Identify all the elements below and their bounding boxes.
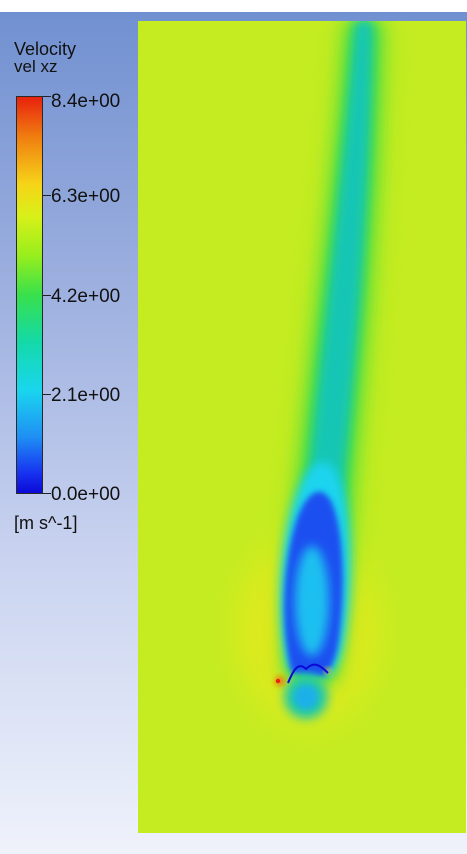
velocity-contour-plot[interactable] bbox=[138, 21, 466, 833]
legend-subtitle: vel xz bbox=[14, 57, 58, 76]
colorbar-label-3: 4.2e+00 bbox=[51, 286, 121, 307]
recirculation-core bbox=[295, 546, 329, 656]
max-velocity-spot bbox=[275, 678, 281, 684]
colorbar-tick bbox=[43, 394, 51, 395]
contour-svg bbox=[138, 21, 466, 833]
colorbar-label-max: 8.4e+00 bbox=[51, 91, 121, 112]
top-border bbox=[0, 0, 467, 12]
colorbar-tick bbox=[43, 295, 51, 296]
color-scale-bar bbox=[16, 96, 43, 494]
units-label: [m s^-1] bbox=[14, 513, 78, 533]
colorbar-label-4: 2.1e+00 bbox=[51, 385, 121, 406]
colorbar-tick bbox=[43, 195, 51, 196]
colorbar-tick bbox=[43, 96, 51, 97]
body-outline bbox=[287, 663, 329, 684]
colorbar-tick bbox=[43, 493, 51, 494]
colorbar-label-2: 6.3e+00 bbox=[51, 186, 121, 207]
legend-title: Velocity bbox=[14, 39, 77, 59]
body-core bbox=[294, 685, 318, 709]
colorbar-label-min: 0.0e+00 bbox=[51, 484, 121, 505]
